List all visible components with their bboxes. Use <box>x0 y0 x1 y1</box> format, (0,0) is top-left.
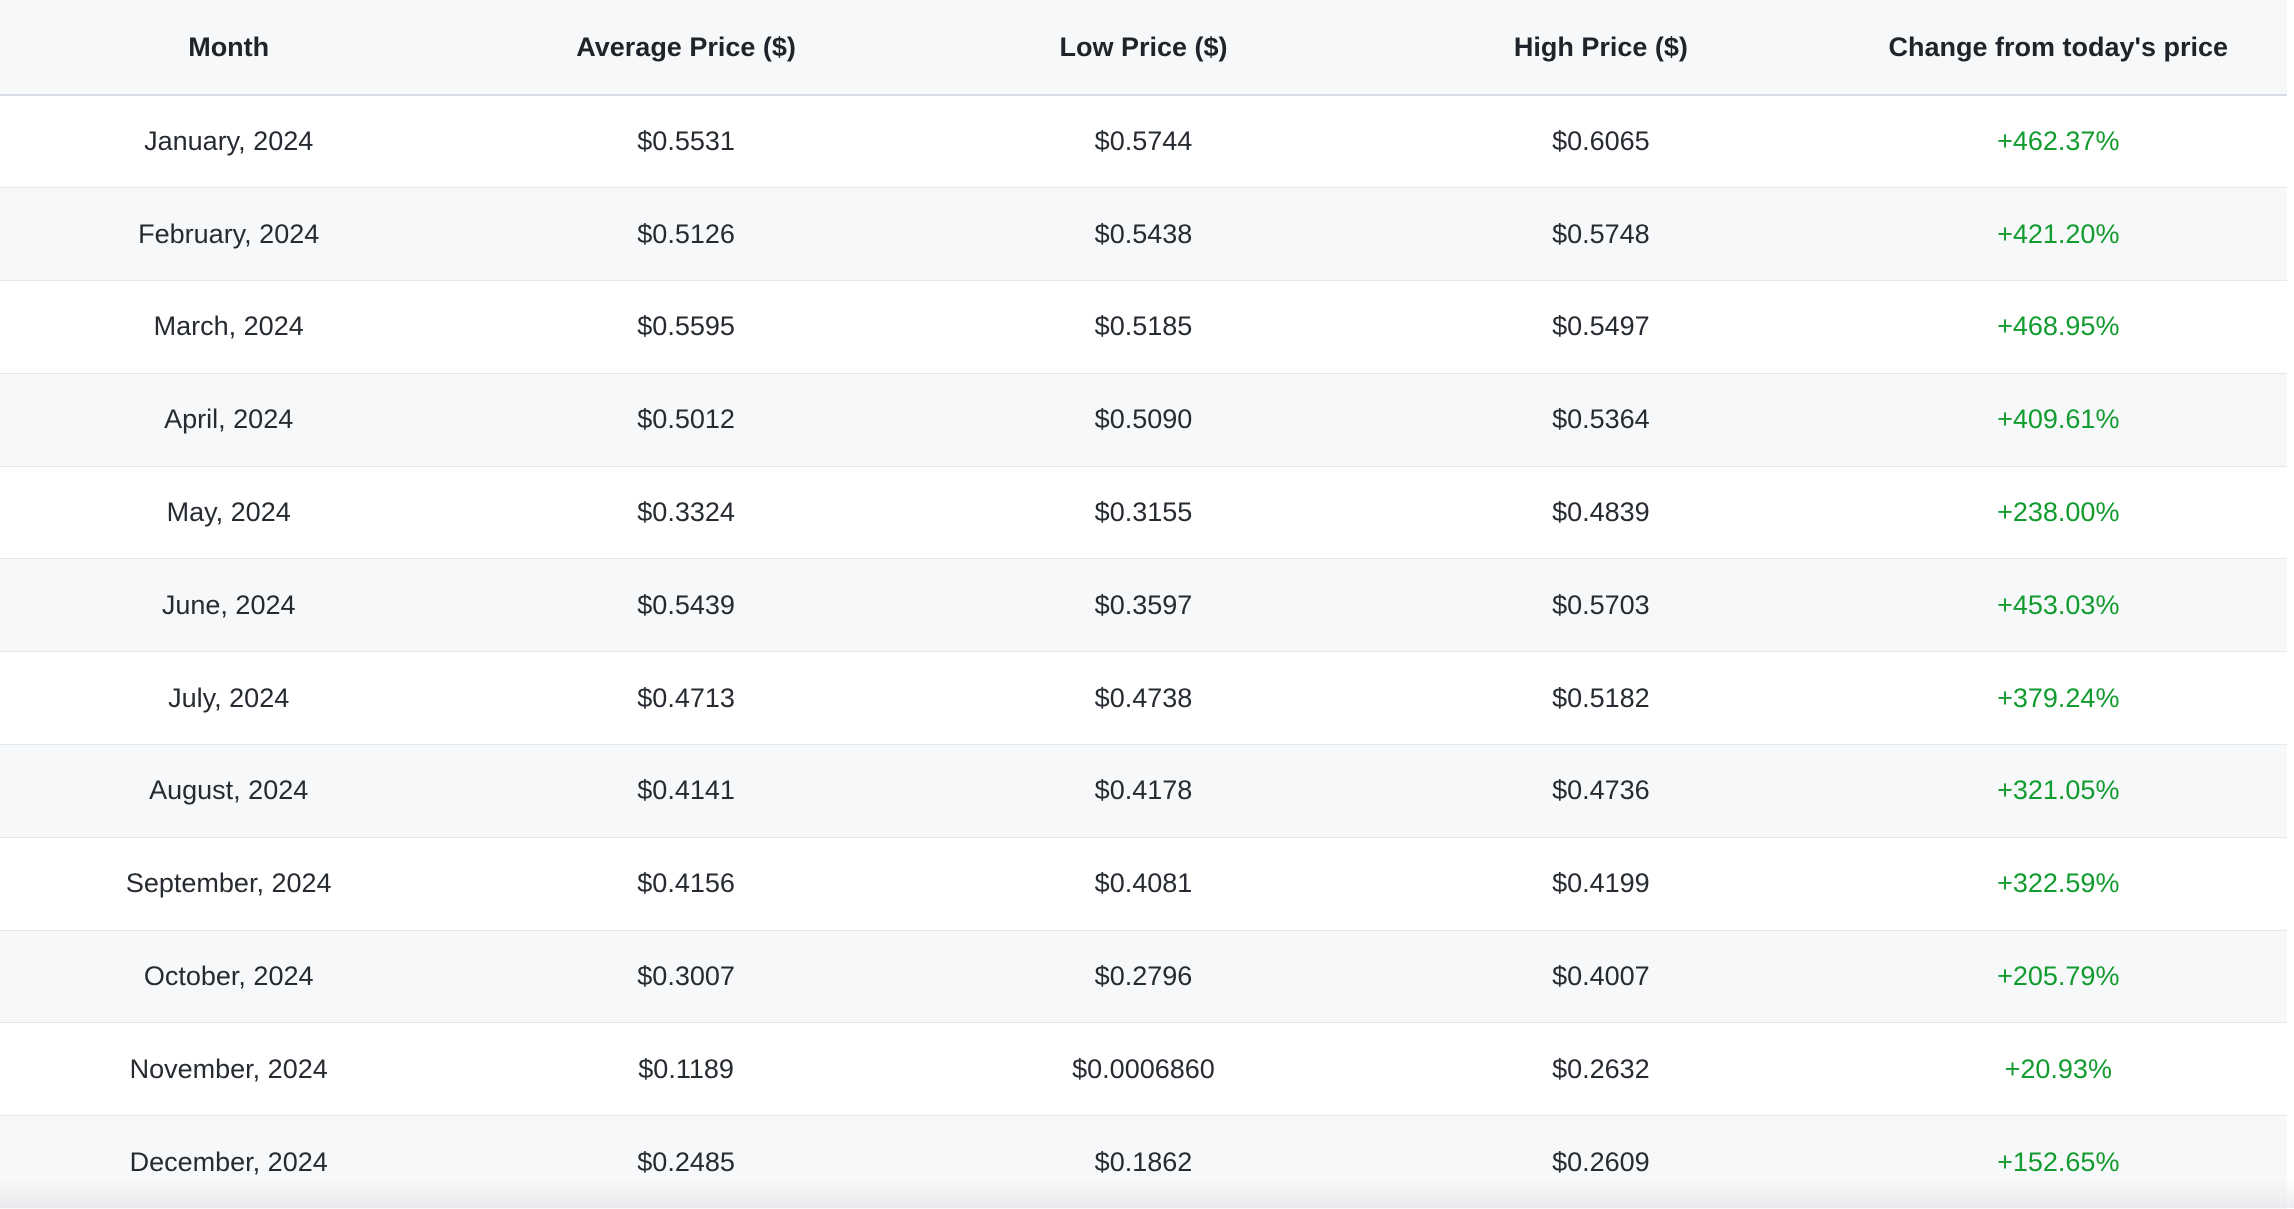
cell-high-price: $0.6065 <box>1372 95 1830 188</box>
table-row: January, 2024 $0.5531 $0.5744 $0.6065 +462.3… <box>0 95 2287 188</box>
cell-low-price: $0.4178 <box>914 744 1373 838</box>
cell-average-price: $0.5595 <box>457 280 915 374</box>
cell-low-price: $0.2796 <box>914 929 1373 1023</box>
table-row: July, 2024 $0.4713 $0.4738 $0.5182 +379.24% <box>0 651 2287 745</box>
cell-high-price: $0.5497 <box>1372 280 1830 374</box>
cell-change: +379.24% <box>1829 651 2287 745</box>
cell-high-price: $0.2609 <box>1372 1115 1830 1209</box>
cell-low-price: $0.5185 <box>914 280 1373 374</box>
col-header-high-price: High Price ($) <box>1372 0 1830 96</box>
table-header: Month Average Price ($) Low Price ($) Hi… <box>0 0 2287 96</box>
cell-high-price: $0.5703 <box>1372 558 1830 652</box>
col-header-month: Month <box>0 0 458 96</box>
cell-low-price: $0.4738 <box>914 651 1373 745</box>
table-header-row: Month Average Price ($) Low Price ($) Hi… <box>0 0 2287 96</box>
cell-change: +462.37% <box>1829 95 2287 188</box>
cell-low-price: $0.3155 <box>914 465 1373 559</box>
col-header-low-price: Low Price ($) <box>914 0 1373 96</box>
cell-month: July, 2024 <box>0 651 458 745</box>
cell-month: August, 2024 <box>0 744 458 838</box>
col-header-average-price: Average Price ($) <box>457 0 915 96</box>
cell-high-price: $0.5182 <box>1372 651 1830 745</box>
cell-average-price: $0.4156 <box>457 836 915 931</box>
cell-low-price: $0.1862 <box>914 1115 1373 1209</box>
cell-average-price: $0.5531 <box>457 95 915 188</box>
cell-average-price: $0.5439 <box>457 558 915 652</box>
cell-month: September, 2024 <box>0 836 458 931</box>
cell-change: +409.61% <box>1829 372 2287 467</box>
cell-change: +321.05% <box>1829 744 2287 838</box>
table-row: February, 2024 $0.5126 $0.5438 $0.5748 +421.… <box>0 187 2287 281</box>
table-row: April, 2024 $0.5012 $0.5090 $0.5364 +409.61% <box>0 372 2287 467</box>
cell-month: February, 2024 <box>0 187 458 281</box>
cell-high-price: $0.4736 <box>1372 744 1830 838</box>
cell-month: October, 2024 <box>0 929 458 1023</box>
table-row: June, 2024 $0.5439 $0.3597 $0.5703 +453.03% <box>0 558 2287 652</box>
cell-high-price: $0.5364 <box>1372 372 1830 467</box>
cell-high-price: $0.2632 <box>1372 1022 1830 1116</box>
cell-average-price: $0.4713 <box>457 651 915 745</box>
cell-low-price: $0.4081 <box>914 836 1373 931</box>
cell-change: +468.95% <box>1829 280 2287 374</box>
cell-change: +421.20% <box>1829 187 2287 281</box>
cell-average-price: $0.3007 <box>457 929 915 1023</box>
table-body: January, 2024 $0.5531 $0.5744 $0.6065 +462.3… <box>0 95 2287 1209</box>
cell-low-price: $0.5438 <box>914 187 1373 281</box>
cell-month: November, 2024 <box>0 1022 458 1116</box>
cell-high-price: $0.5748 <box>1372 187 1830 281</box>
cell-change: +205.79% <box>1829 929 2287 1023</box>
cell-low-price: $0.0006860 <box>914 1022 1373 1116</box>
cell-change: +322.59% <box>1829 836 2287 931</box>
cell-change: +453.03% <box>1829 558 2287 652</box>
cell-change: +20.93% <box>1829 1022 2287 1116</box>
cell-change: +238.00% <box>1829 465 2287 559</box>
cell-high-price: $0.4839 <box>1372 465 1830 559</box>
cell-low-price: $0.5744 <box>914 95 1373 188</box>
cell-month: March, 2024 <box>0 280 458 374</box>
cell-high-price: $0.4007 <box>1372 929 1830 1023</box>
cell-average-price: $0.2485 <box>457 1115 915 1209</box>
cell-average-price: $0.1189 <box>457 1022 915 1116</box>
table-row: May, 2024 $0.3324 $0.3155 $0.4839 +238.00% <box>0 465 2287 559</box>
cell-low-price: $0.5090 <box>914 372 1373 467</box>
cell-low-price: $0.3597 <box>914 558 1373 652</box>
table-row: September, 2024 $0.4156 $0.4081 $0.4199 +322… <box>0 836 2287 931</box>
cell-average-price: $0.5012 <box>457 372 915 467</box>
table-row: August, 2024 $0.4141 $0.4178 $0.4736 +321.05… <box>0 744 2287 838</box>
cell-month: December, 2024 <box>0 1115 458 1209</box>
cell-change: +152.65% <box>1829 1115 2287 1209</box>
cell-month: June, 2024 <box>0 558 458 652</box>
table-row: November, 2024 $0.1189 $0.0006860 $0.2632 +2… <box>0 1022 2287 1116</box>
cell-average-price: $0.5126 <box>457 187 915 281</box>
table-row: December, 2024 $0.2485 $0.1862 $0.2609 +152.… <box>0 1115 2287 1209</box>
col-header-change: Change from today's price <box>1829 0 2287 96</box>
cell-high-price: $0.4199 <box>1372 836 1830 931</box>
cell-month: January, 2024 <box>0 95 458 188</box>
cell-month: May, 2024 <box>0 465 458 559</box>
table-row: March, 2024 $0.5595 $0.5185 $0.5497 +468.95% <box>0 280 2287 374</box>
table-row: October, 2024 $0.3007 $0.2796 $0.4007 +205.7… <box>0 929 2287 1023</box>
cell-average-price: $0.3324 <box>457 465 915 559</box>
cell-average-price: $0.4141 <box>457 744 915 838</box>
cell-month: April, 2024 <box>0 372 458 467</box>
